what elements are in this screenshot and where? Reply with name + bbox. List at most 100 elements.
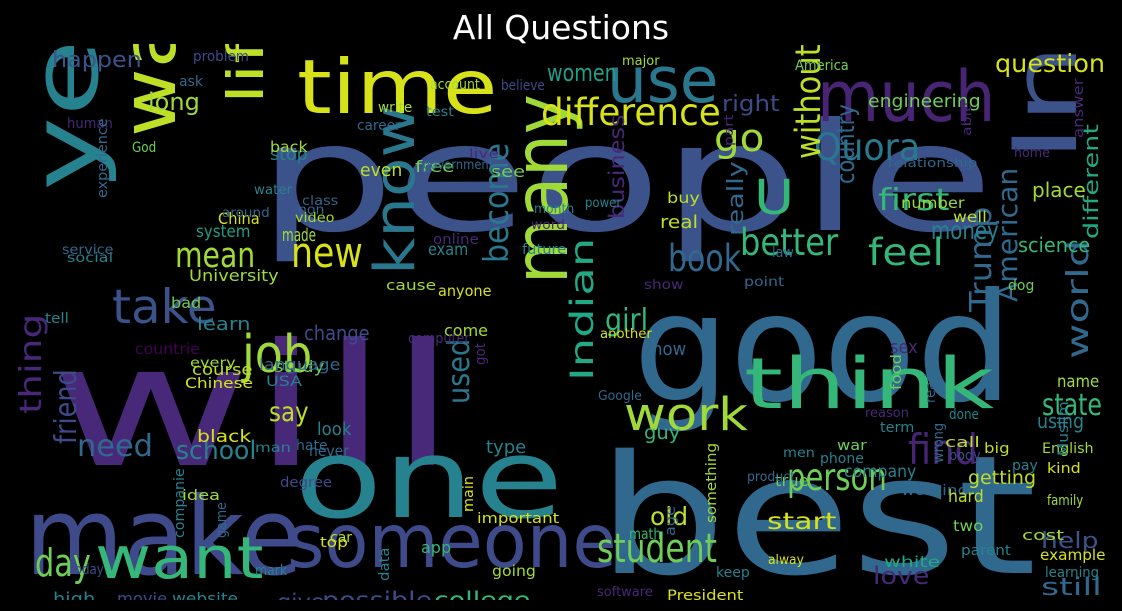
cloud-word-good: good: [633, 262, 1013, 436]
cloud-word-muslim: Muslim: [1056, 401, 1072, 456]
cloud-word-top: top: [320, 535, 348, 551]
cloud-word-video: video: [295, 211, 335, 226]
cloud-word-place: place: [1032, 178, 1086, 202]
cloud-word-kind: kind: [1047, 461, 1081, 477]
cloud-word-google: Google: [598, 389, 642, 404]
cloud-word-high: high: [53, 589, 96, 601]
cloud-word-anyone: anyone: [438, 282, 492, 300]
cloud-word-system: system: [196, 222, 251, 242]
cloud-word-cost: cost: [1022, 528, 1065, 544]
cloud-word-one: one: [294, 415, 564, 543]
cloud-word-main: main: [461, 476, 477, 512]
cloud-word-question: question: [995, 49, 1105, 78]
cloud-word-free: free: [415, 157, 455, 176]
cloud-word-going: going: [492, 562, 536, 580]
cloud-word-working: working: [901, 483, 969, 499]
cloud-word-want: want: [95, 524, 264, 592]
cloud-word-women: women: [547, 59, 617, 87]
cloud-word-ask: ask: [179, 74, 203, 90]
cloud-word-used: used: [442, 338, 477, 404]
cloud-word-parent: parent: [961, 543, 1011, 559]
cloud-word-done: done: [949, 407, 979, 423]
cloud-word-degree: degree: [280, 475, 333, 491]
cloud-word-type: type: [486, 437, 527, 458]
cloud-word-will: will: [50, 308, 458, 506]
cloud-word-government: government: [423, 158, 494, 173]
cloud-word-exam: exam: [428, 240, 469, 260]
cloud-word-class: class: [302, 194, 339, 209]
cloud-word-need: need: [77, 429, 153, 464]
cloud-word-product: product: [747, 470, 796, 485]
cloud-word-possible: possible: [322, 590, 432, 601]
cloud-word-science: science: [1018, 233, 1091, 257]
cloud-word-point: point: [744, 275, 785, 290]
cloud-word-food: food: [889, 354, 905, 390]
cloud-word-war: war: [837, 438, 867, 454]
cloud-word-big: big: [984, 441, 1010, 457]
cloud-word-account: account: [430, 77, 480, 93]
cloud-word-look: look: [317, 419, 352, 440]
cloud-word-write: write: [378, 100, 413, 116]
cloud-word-around: around: [222, 206, 270, 221]
cloud-word-car: car: [330, 530, 353, 546]
cloud-word-start: start: [767, 509, 837, 535]
cloud-word-math: math: [629, 525, 662, 543]
cloud-word-law: law: [772, 245, 794, 261]
cloud-word-really: really: [724, 161, 749, 236]
cloud-word-best: best: [597, 420, 1037, 600]
cloud-word-home: home: [1014, 146, 1050, 161]
cloud-word-difference: difference: [541, 91, 721, 134]
cloud-word-make: make: [25, 475, 303, 600]
cloud-word-call: call: [945, 435, 980, 451]
cloud-word-game: game: [214, 502, 230, 538]
cloud-word-man: man: [255, 441, 291, 456]
cloud-word-name: name: [1057, 372, 1100, 392]
cloud-word-computer: computer: [408, 331, 470, 347]
cloud-word-true: true: [775, 471, 809, 490]
cloud-word-website: website: [172, 589, 239, 601]
cloud-word-america: America: [795, 58, 849, 74]
cloud-word-learn: learn: [197, 314, 251, 335]
cloud-word-power: power: [585, 196, 622, 211]
cloud-word-white: white: [884, 553, 941, 571]
cloud-word-girl: girl: [605, 303, 649, 338]
cloud-word-family: family: [1047, 493, 1084, 509]
cloud-word-happen: happen: [52, 48, 142, 73]
cloud-word-course: course: [192, 360, 253, 379]
cloud-word-online: online: [433, 232, 479, 248]
cloud-word-show: show: [644, 278, 684, 293]
cloud-word-feel: feel: [868, 231, 944, 274]
cloud-word-time: time: [297, 44, 498, 131]
cloud-word-term: term: [880, 420, 915, 436]
cloud-word-thing: thing: [17, 313, 49, 414]
cloud-word-come: come: [444, 321, 489, 340]
cloud-word-word: word: [531, 218, 565, 233]
cloud-word-quora: Quora: [814, 126, 921, 169]
cloud-word-important: important: [477, 511, 560, 527]
cloud-word-wrong: wrong: [931, 422, 947, 463]
cloud-word-find: find: [908, 425, 978, 474]
cloud-word-say: say: [269, 397, 309, 428]
cloud-word-hate: hate: [296, 438, 328, 454]
cloud-word-problem: problem: [193, 49, 249, 65]
cloud-word-book: book: [668, 237, 742, 280]
cloud-word-still: still: [1041, 573, 1102, 600]
cloud-word-future: future: [522, 242, 567, 258]
cloud-word-alway: alway: [768, 553, 804, 568]
cloud-word-take: take: [112, 280, 217, 335]
cloud-word-every: every: [190, 356, 236, 371]
cloud-word-black: black: [197, 427, 252, 447]
cloud-word-non: non: [298, 203, 325, 218]
cloud-word-able: able: [960, 102, 974, 136]
cloud-word-idea: idea: [182, 488, 220, 504]
cloud-word-example: example: [1040, 546, 1105, 564]
cloud-word-world: world: [1061, 239, 1096, 359]
cloud-word-now: now: [652, 339, 687, 360]
cloud-word-phone: phone: [820, 451, 864, 467]
cloud-word-using: using: [1037, 409, 1085, 433]
cloud-word-work: work: [624, 388, 748, 441]
cloud-word-help: help: [1041, 529, 1099, 554]
cloud-word-read: read: [923, 373, 939, 403]
cloud-word-college: college: [434, 590, 530, 601]
